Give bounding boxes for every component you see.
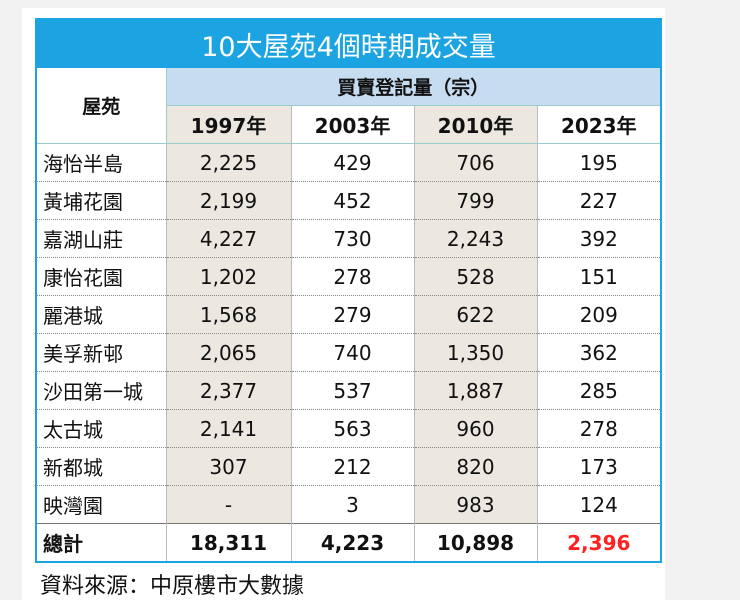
group-header: 買賣登記量（宗） [166,68,662,106]
cell: 362 [536,333,662,372]
cell: 392 [536,219,662,258]
total-row: 總計 18,311 4,223 10,898 2,396 [36,523,662,562]
table-title: 10大屋苑4個時期成交量 [36,19,662,68]
table-row: 黃埔花園 2,199 452 799 227 [36,181,662,220]
cell: 799 [413,181,537,220]
estate-header: 屋苑 [36,68,167,144]
estate-name: 嘉湖山莊 [36,219,166,258]
cell: 1,202 [165,257,291,296]
cell: 960 [413,409,537,448]
cell: 528 [413,257,537,296]
total-cell: 2,396 [536,523,662,562]
cell: 4,227 [165,219,291,258]
cell: 452 [290,181,414,220]
cell: 227 [536,181,662,220]
cell: 537 [290,371,414,410]
total-cell: 18,311 [165,523,291,562]
card: 10大屋苑4個時期成交量 屋苑 買賣登記量（宗） 1997年 2003年 2010年… [22,8,665,600]
total-cell: 4,223 [290,523,414,562]
cell: 212 [290,447,414,486]
cell: 279 [290,295,414,334]
table-row: 康怡花園 1,202 278 528 151 [36,257,662,296]
source-note: 資料來源：中原樓市大數據 [40,574,305,599]
estate-name: 麗港城 [36,295,166,334]
cell: 195 [536,143,662,182]
table-row: 嘉湖山莊 4,227 730 2,243 392 [36,219,662,258]
cell: 563 [290,409,414,448]
cell: 209 [536,295,662,334]
cell: 2,065 [165,333,291,372]
estate-name: 黃埔花園 [36,181,166,220]
cell: 285 [536,371,662,410]
estate-name: 美孚新邨 [36,333,166,372]
year-header: 2023年 [536,105,662,144]
cell: 622 [413,295,537,334]
cell: 740 [290,333,414,372]
cell: 2,377 [165,371,291,410]
cell: 983 [413,485,537,524]
cell: 1,887 [413,371,537,410]
cell: 2,243 [413,219,537,258]
cell: 2,141 [165,409,291,448]
table-row: 麗港城 1,568 279 622 209 [36,295,662,334]
cell: 2,199 [165,181,291,220]
volume-table: 10大屋苑4個時期成交量 屋苑 買賣登記量（宗） 1997年 2003年 2010年… [35,18,663,563]
year-header: 1997年 [165,105,291,144]
cell: 307 [165,447,291,486]
cell: 278 [536,409,662,448]
estate-name: 新都城 [36,447,166,486]
table-row: 沙田第一城 2,377 537 1,887 285 [36,371,662,410]
year-header: 2003年 [290,105,414,144]
cell: 429 [290,143,414,182]
year-header: 2010年 [413,105,537,144]
total-label: 總計 [36,523,166,562]
total-cell: 10,898 [413,523,537,562]
table-row: 新都城 307 212 820 173 [36,447,662,486]
cell: 278 [290,257,414,296]
cell: 730 [290,219,414,258]
table-row: 映灣園 -3 983 124 [36,485,662,524]
estate-name: 沙田第一城 [36,371,166,410]
estate-name: 海怡半島 [36,143,166,182]
estate-name: 映灣園 [36,485,166,524]
cell: 173 [536,447,662,486]
cell: - [165,485,291,524]
estate-name: 康怡花園 [36,257,166,296]
cell: 3 [290,485,414,524]
estate-name: 太古城 [36,409,166,448]
table-row: 美孚新邨 2,065 740 1,350 362 [36,333,662,372]
cell: 124 [536,485,662,524]
table-row: 太古城 2,141 563 960 278 [36,409,662,448]
cell: 706 [413,143,537,182]
table-row: 海怡半島 2,225 429 706 195 [36,143,662,182]
cell: 1,568 [165,295,291,334]
cell: 151 [536,257,662,296]
cell: 2,225 [165,143,291,182]
cell: 820 [413,447,537,486]
cell: 1,350 [413,333,537,372]
